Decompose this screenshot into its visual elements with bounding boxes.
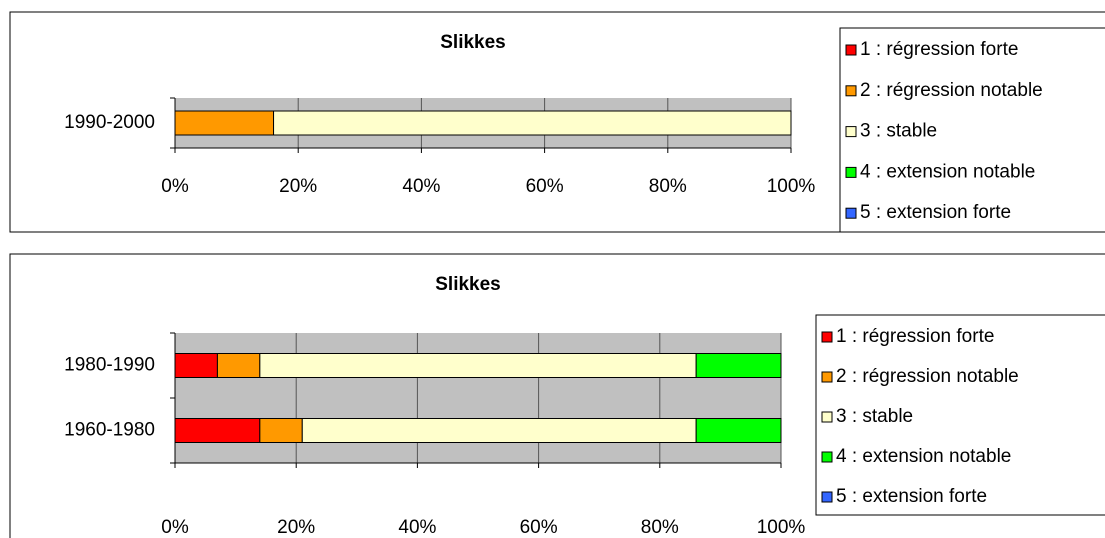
bar-segment <box>216 353 261 378</box>
legend-swatch <box>845 166 857 178</box>
legend-swatch <box>845 207 857 219</box>
y-tick-label: 1960-1980 <box>64 420 155 441</box>
x-tick-label: 0% <box>161 517 189 538</box>
bar-segment <box>273 110 792 136</box>
x-tick-label: 100% <box>757 517 806 538</box>
x-tick-label: 40% <box>398 517 436 538</box>
plot-area <box>175 333 781 463</box>
chart-title: Slikkes <box>440 32 506 53</box>
bar-segment <box>301 418 697 443</box>
legend-box <box>815 314 1105 516</box>
legend-swatch <box>845 126 857 138</box>
x-tick-label: 20% <box>277 517 315 538</box>
x-tick-label: 80% <box>641 517 679 538</box>
x-tick-label: 20% <box>279 176 317 197</box>
bar-segment <box>174 418 261 443</box>
bar-segment <box>695 353 782 378</box>
x-tick-label: 60% <box>526 176 564 197</box>
bar-segment <box>174 110 275 136</box>
x-tick-label: 60% <box>520 517 558 538</box>
legend-label: 1 : régression forte <box>836 326 994 347</box>
legend-label: 4 : extension notable <box>860 161 1035 182</box>
legend-swatch <box>821 451 833 463</box>
legend-swatch <box>821 371 833 383</box>
chart-frame <box>9 253 1105 538</box>
chart-title: Slikkes <box>435 274 501 295</box>
y-tick-label: 1990-2000 <box>64 112 155 133</box>
chart-frame <box>9 11 1105 233</box>
x-tick-label: 0% <box>161 176 189 197</box>
legend-label: 2 : régression notable <box>860 80 1043 101</box>
x-tick-label: 40% <box>402 176 440 197</box>
legend-label: 5 : extension forte <box>860 202 1011 223</box>
legend-swatch <box>821 331 833 343</box>
legend-label: 3 : stable <box>860 121 937 142</box>
bar-segment <box>174 353 218 378</box>
x-tick-label: 80% <box>649 176 687 197</box>
bar-segment <box>259 418 303 443</box>
legend-swatch <box>821 491 833 503</box>
bar-segment <box>695 418 782 443</box>
legend-label: 3 : stable <box>836 406 913 427</box>
legend-label: 1 : régression forte <box>860 39 1018 60</box>
legend-swatch <box>821 411 833 423</box>
bar-segment <box>259 353 697 378</box>
legend-label: 4 : extension notable <box>836 446 1011 467</box>
legend-box <box>839 27 1105 233</box>
legend-swatch <box>845 44 857 56</box>
legend-swatch <box>845 85 857 97</box>
y-tick-label: 1980-1990 <box>64 355 155 376</box>
legend-label: 5 : extension forte <box>836 486 987 507</box>
legend-label: 2 : régression notable <box>836 366 1019 387</box>
x-tick-label: 100% <box>767 176 816 197</box>
